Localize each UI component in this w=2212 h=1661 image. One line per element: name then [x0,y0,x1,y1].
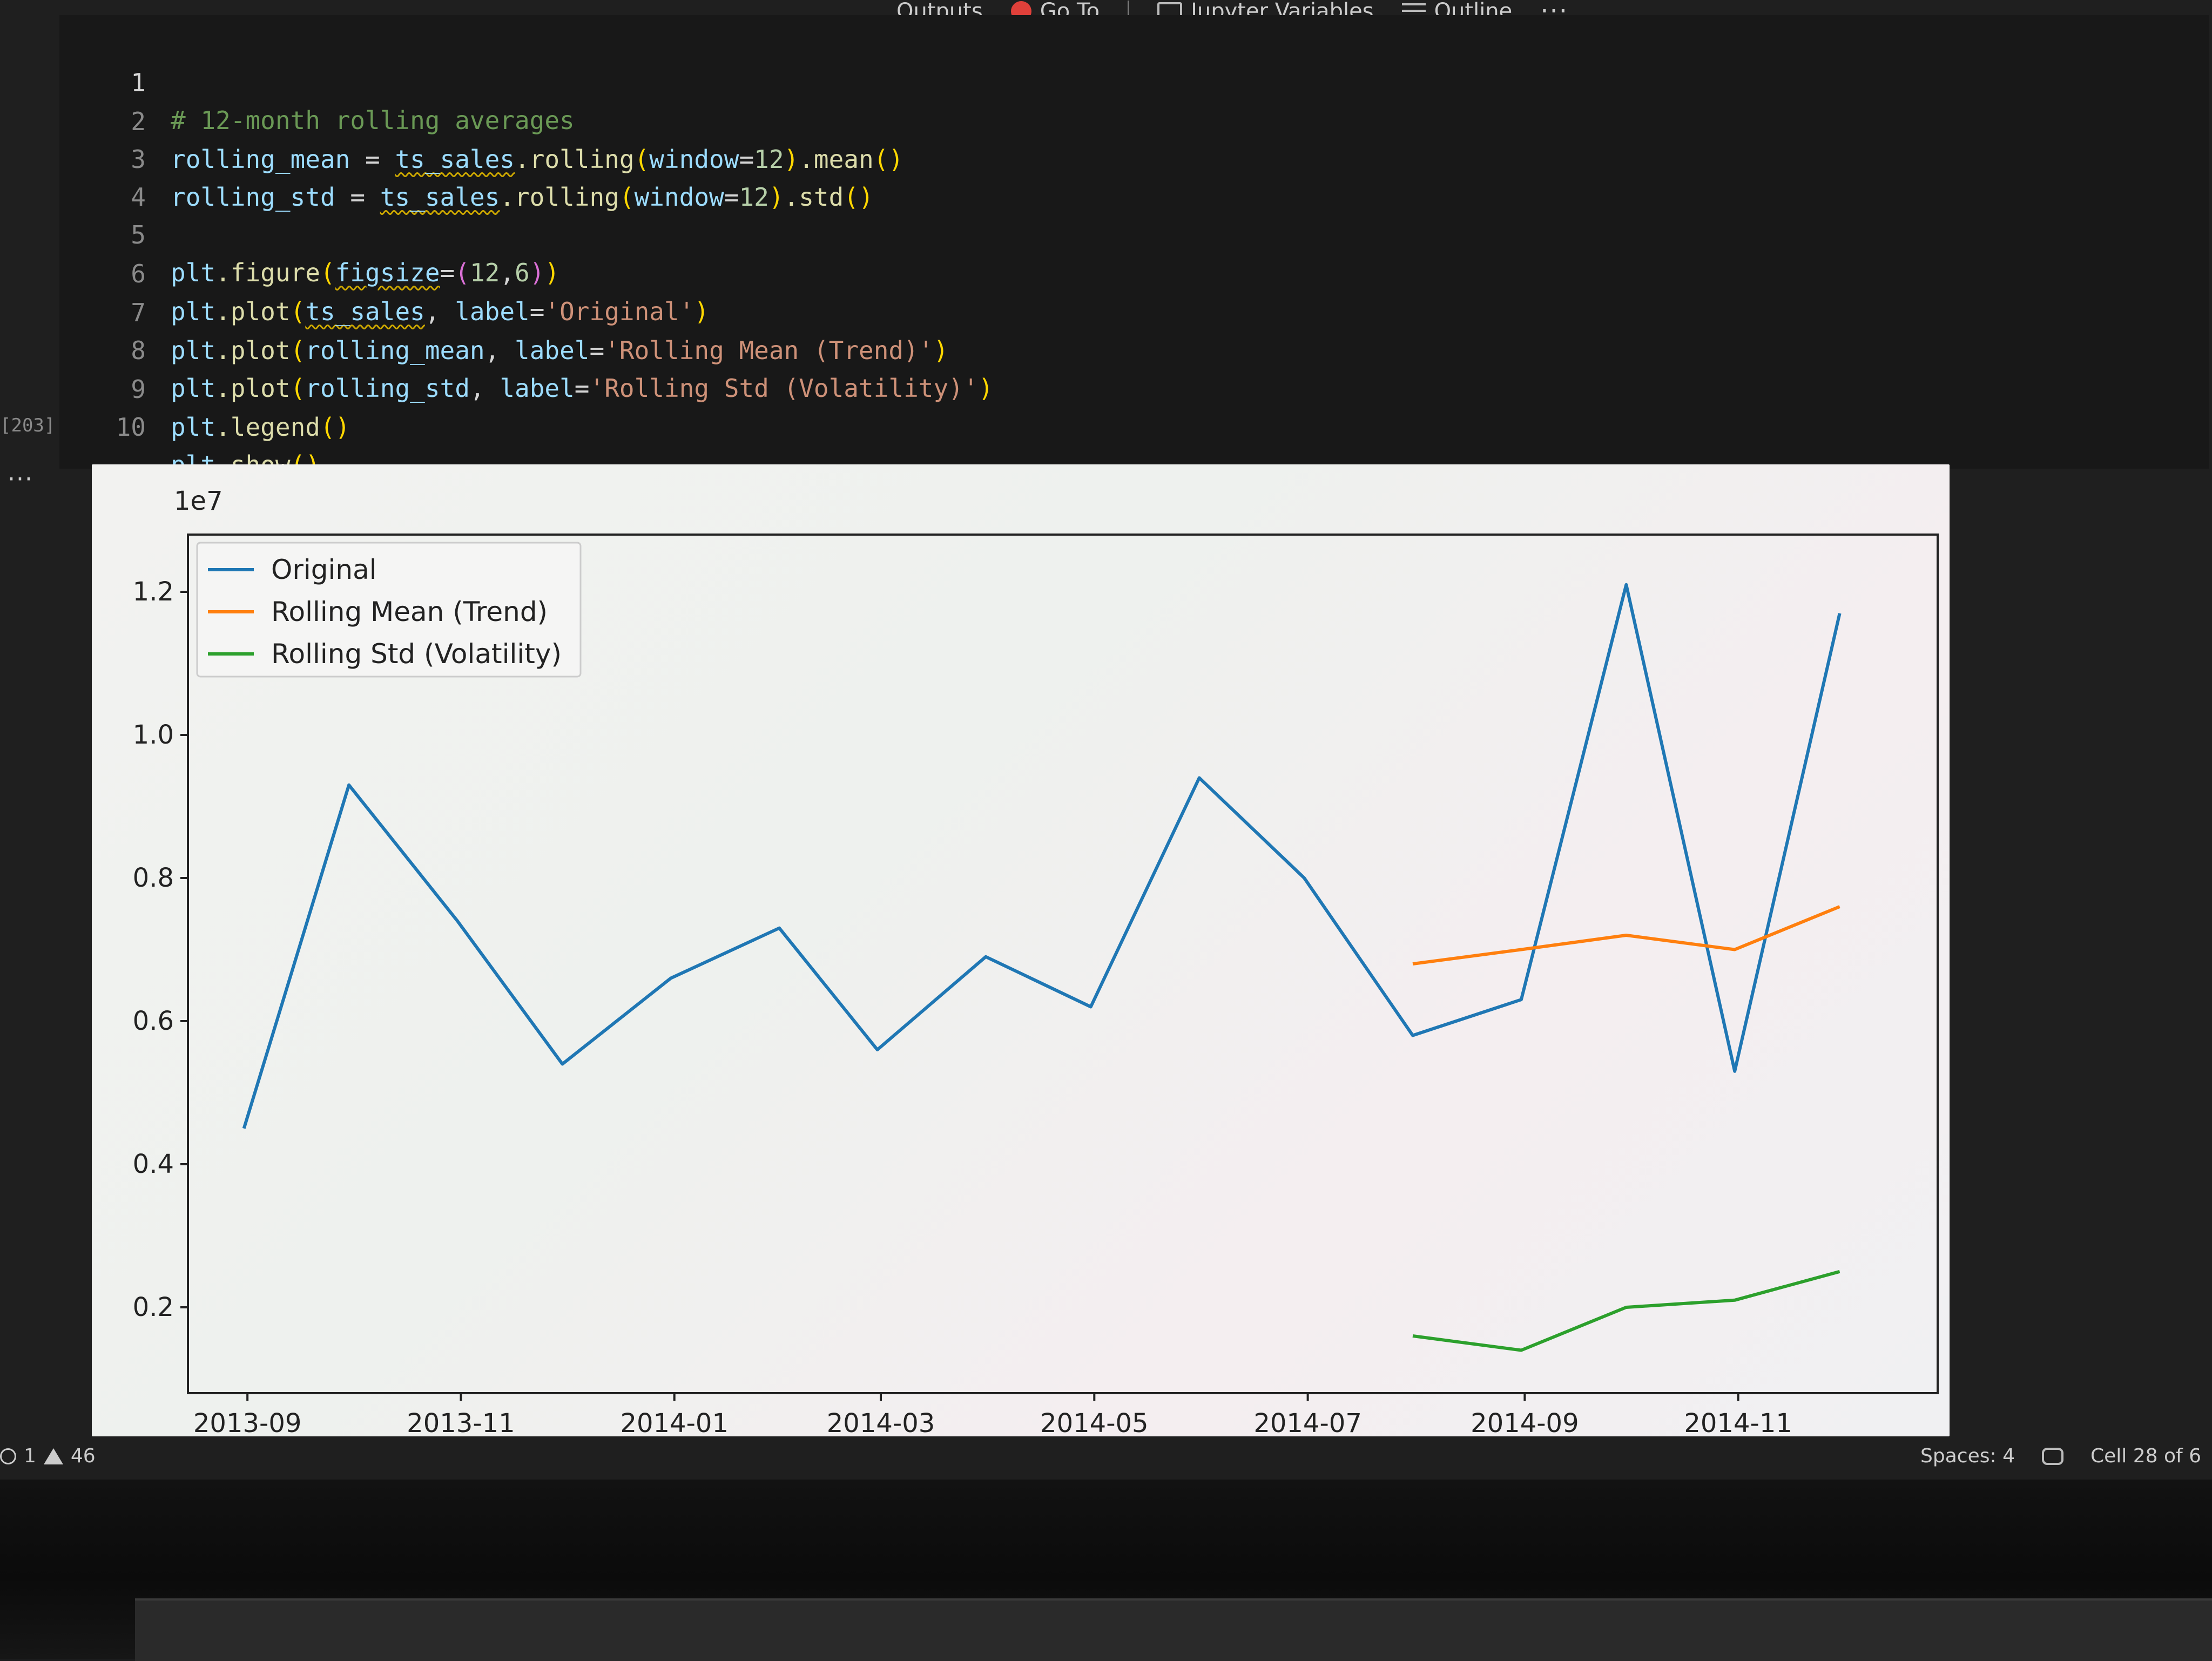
y-axis: 0.2 0.4 0.6 0.8 1.0 1.2 [133,577,188,1322]
line-number: 4 [131,183,146,212]
line-number: 8 [131,336,146,365]
line-number: 9 [131,375,146,404]
line-code: plt.legend() [171,413,350,442]
execution-count: [203] [0,415,56,436]
x-tick-label: 2014-01 [620,1408,729,1436]
code-line-9: 9 plt.legend() [59,333,350,442]
line-number: 2 [131,107,146,136]
x-tick-label: 2014-07 [1253,1408,1362,1436]
code-line-6: 6 plt.plot(ts_sales, label='Original') [59,217,709,326]
x-tick-label: 2013-09 [193,1408,302,1436]
series-line-2 [1412,1270,1840,1352]
y-tick-label: 1.0 [133,720,174,750]
x-tick-label: 2014-03 [827,1408,935,1436]
x-axis: 2013-09 2013-11 2014-01 2014-03 2014-05 2014-… [193,1393,1792,1436]
line-number: 1 [131,68,146,97]
line-code: plt.figure(figsize=(12,6)) [171,258,560,287]
legend-label: Original [271,554,377,585]
line-code: rolling_mean = ts_sales.rolling(window=1… [171,145,904,174]
copilot-icon[interactable] [2041,1447,2063,1465]
legend-label: Rolling Std (Volatility) [271,638,562,670]
error-icon [0,1448,16,1464]
line-code: # 12-month rolling averages [171,106,575,135]
x-tick-label: 2014-09 [1471,1408,1579,1436]
line-number: 3 [131,145,146,174]
line-code: plt.plot(rolling_mean, label='Rolling Me… [171,336,949,365]
code-line-2: 2 rolling_mean = ts_sales.rolling(window… [59,65,903,174]
toolbar-separator [1128,1,1130,22]
line-code: plt.plot(rolling_std, label='Rolling Std… [171,374,994,403]
x-tick-label: 2013-11 [407,1408,515,1436]
code-line-7: 7 plt.plot(rolling_mean, label='Rolling … [59,256,948,365]
y-tick-label: 0.6 [133,1006,174,1036]
cell-status[interactable]: Cell 28 of 6 [2090,1445,2201,1467]
plot-output: 1e7 0.2 0.4 0.6 0.8 1.0 1.2 2013-09 2013-11 201… [92,464,1950,1436]
y-scale-label: 1e7 [174,486,223,516]
x-tick-label: 2014-11 [1684,1408,1792,1436]
y-tick-label: 1.2 [133,577,174,607]
code-line-3: 3 rolling_std = ts_sales.rolling(window=… [59,103,873,212]
y-tick-label: 0.2 [133,1292,174,1322]
indentation-status[interactable]: Spaces: 4 [1920,1445,2015,1467]
x-tick-label: 2014-05 [1040,1408,1149,1436]
series-lines [242,583,1842,1352]
y-tick-label: 0.8 [133,863,174,893]
line-code: plt.plot(ts_sales, label='Original') [171,297,710,326]
warning-count: 46 [70,1445,96,1467]
problems-indicator[interactable]: 1 46 [0,1445,96,1467]
line-code: rolling_std = ts_sales.rolling(window=12… [171,183,874,212]
status-right: Spaces: 4 Cell 28 of 6 [1920,1445,2201,1467]
status-bar: 1 46 Spaces: 4 Cell 28 of 6 [0,1436,2212,1480]
legend-label: Rolling Mean (Trend) [271,596,548,627]
code-line-1: 1 # 12-month rolling averages [59,26,574,135]
series-line-1 [1412,905,1840,965]
series-line-0 [242,583,1842,1129]
code-line-4: 4 [59,140,149,212]
code-editor[interactable]: 1 # 12-month rolling averages 2 rolling_… [59,15,2209,480]
code-line-5: 5 plt.figure(figsize=(12,6)) [59,178,559,287]
axes-frame [187,534,1939,1394]
legend-box [196,542,582,678]
y-tick-label: 0.4 [133,1149,174,1179]
code-line-8: 8 plt.plot(rolling_std, label='Rolling S… [59,294,993,403]
line-number: 5 [131,220,146,249]
legend: Original Rolling Mean (Trend) Rolling Std … [196,542,582,678]
line-number: 7 [131,298,146,327]
screen: Outputs Go To Jupyter Variables Outline … [0,0,2212,1480]
line-number: 6 [131,259,146,288]
warning-icon [43,1448,63,1464]
line-chart: 1e7 0.20.40.60.81.01.2 2013-09 2013-11 201… [133,486,1939,1436]
output-more-icon[interactable]: ··· [8,465,33,493]
code-line-10: 10 plt.show() [59,370,320,480]
line-number: 10 [116,413,146,442]
monitor-stand-edge [135,1598,2212,1661]
error-count: 1 [24,1445,36,1467]
